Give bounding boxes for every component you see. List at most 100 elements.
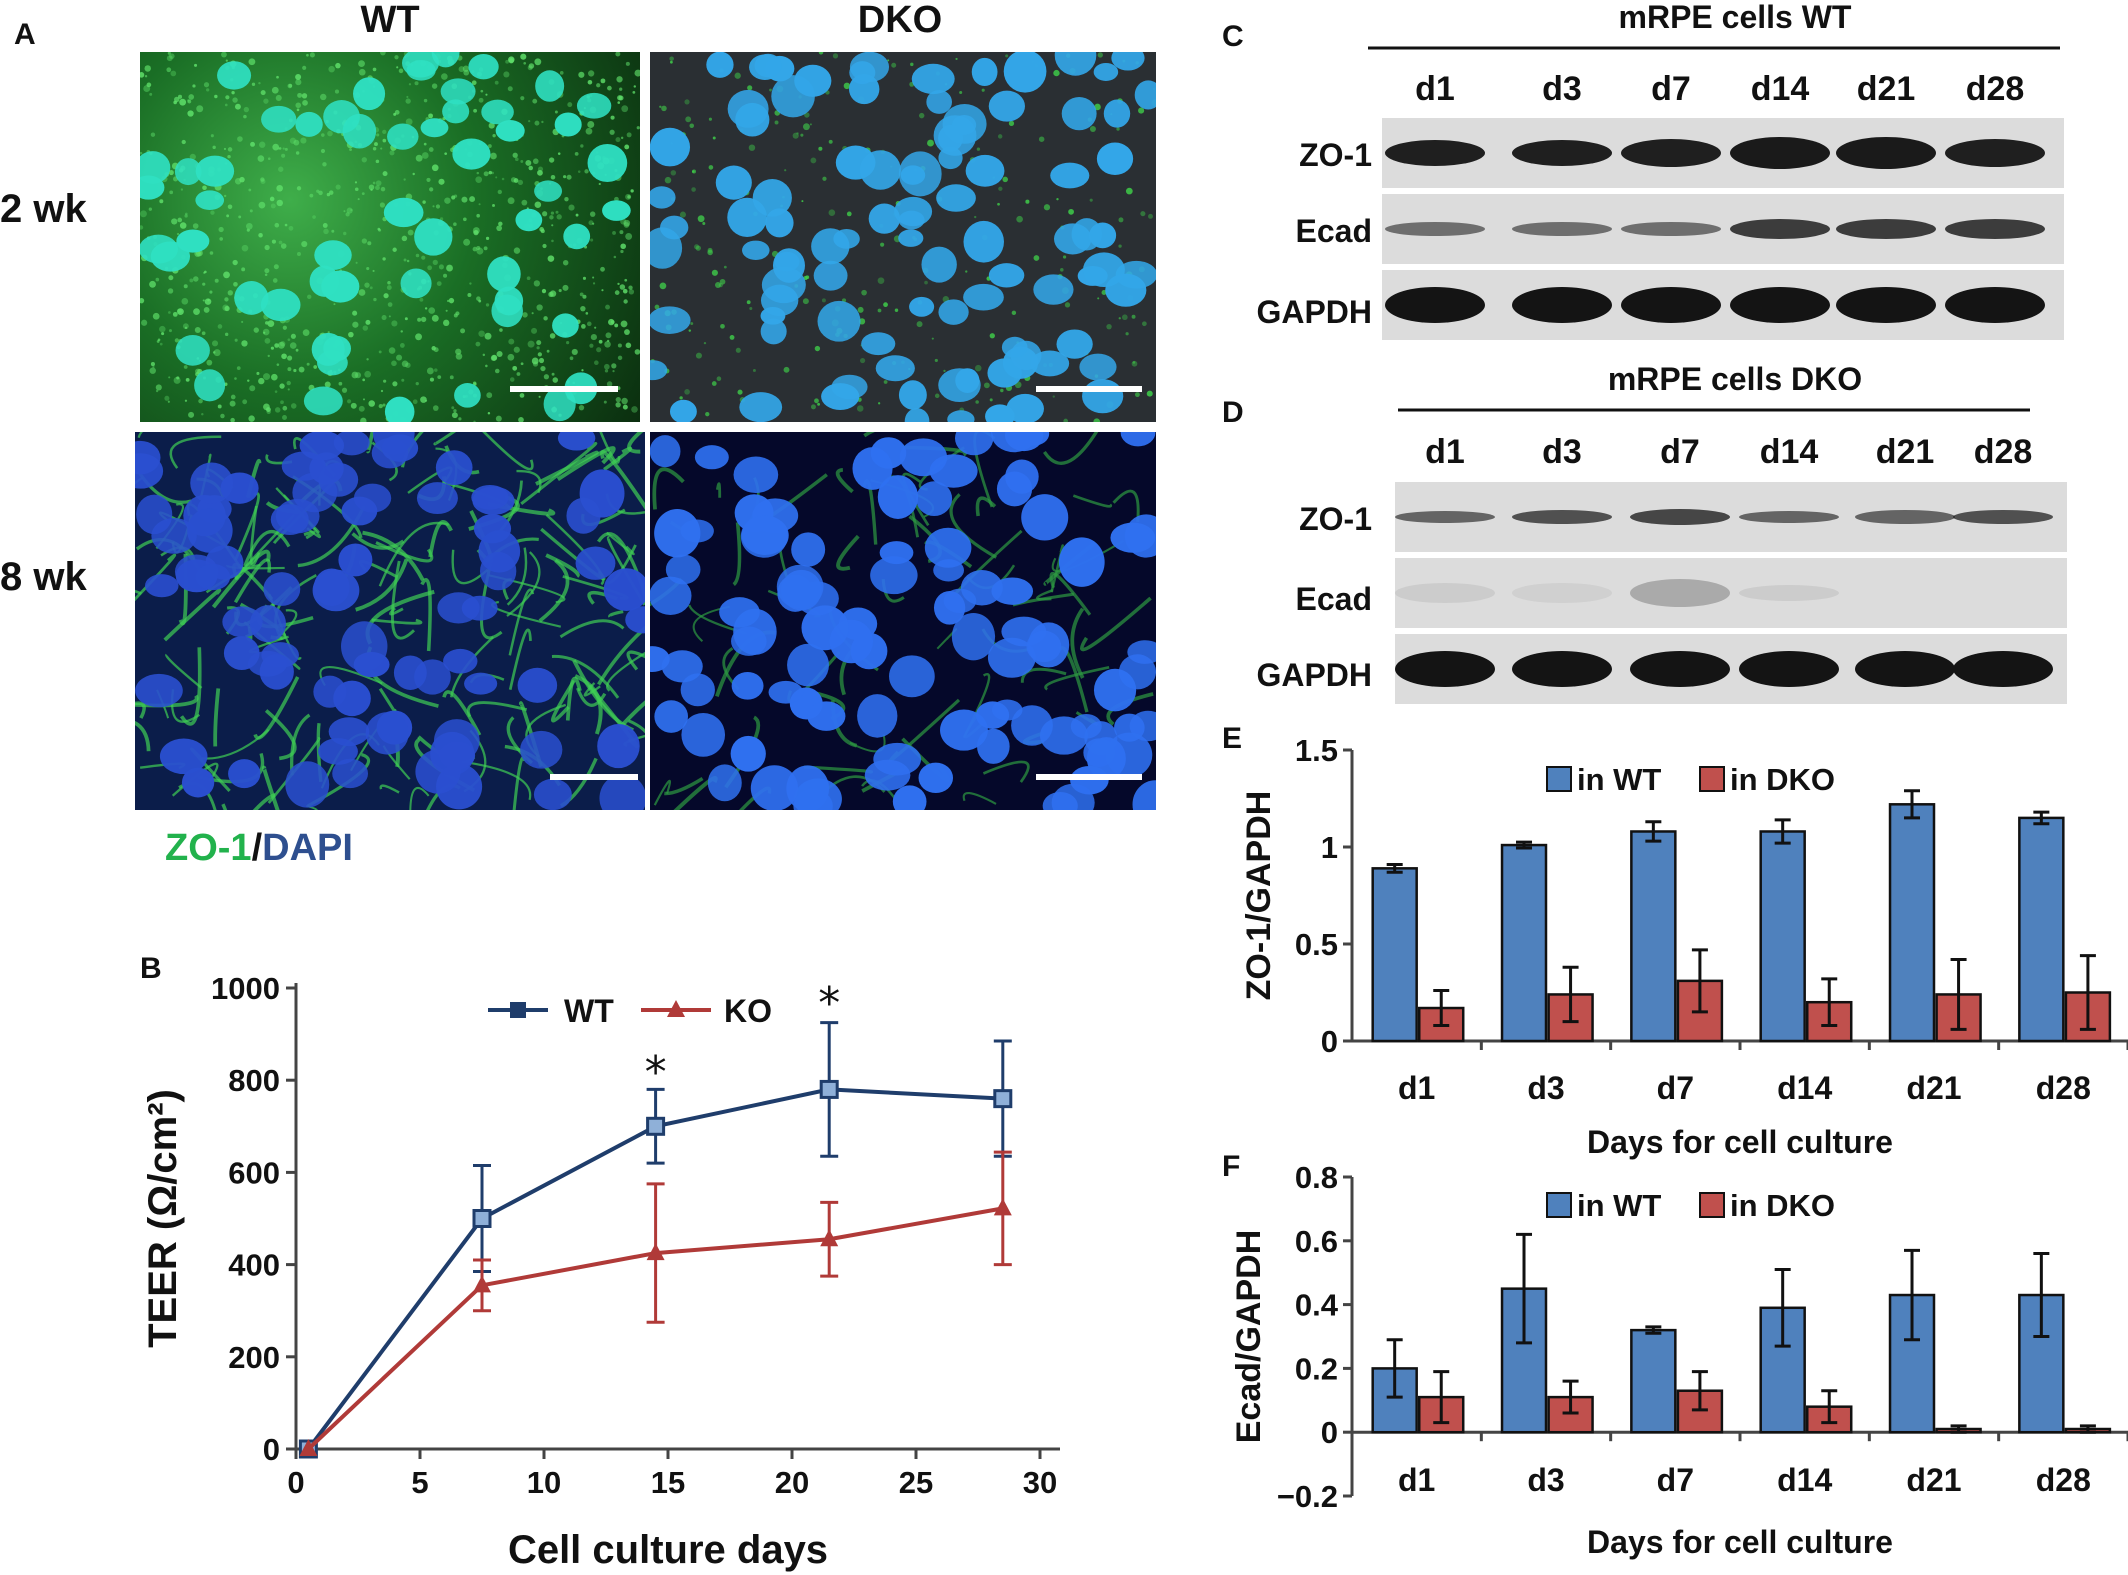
texture-speckle [486,392,493,399]
texture-speckle [352,310,358,316]
texture-speckle [483,246,488,251]
texture-speckle [1008,120,1015,126]
texture-speckle [541,288,547,294]
texture-speckle [149,280,156,288]
texture-speckle [617,95,623,101]
texture-speckle [1064,302,1071,308]
texture-speckle [267,354,270,358]
nucleus [420,118,449,138]
texture-junction [597,625,645,686]
texture-speckle [260,177,265,182]
nucleus [384,396,415,422]
texture-speckle [520,362,524,366]
texture-speckle [625,342,632,349]
texture-speckle [227,147,233,152]
texture-speckle [491,171,494,175]
texture-speckle [694,244,700,250]
texture-speckle [168,376,171,379]
texture-speckle [391,360,397,367]
blot-c-title: mRPE cells WT [1619,0,1852,35]
scale-bar [1036,386,1142,392]
texture-speckle [582,294,587,299]
blot-c-lane-labels: d1 d3 d7 d14 d21 d28 [1415,70,2024,108]
texture-speckle [301,93,308,99]
texture-speckle [1002,176,1008,183]
texture-speckle [214,278,219,283]
texture-speckle [679,396,683,400]
nucleus [535,70,565,102]
nucleus [940,709,988,751]
texture-speckle [415,333,422,341]
texture-speckle [207,298,210,302]
texture-speckle [1033,255,1040,261]
texture-speckle [1011,310,1017,316]
nucleus [650,576,692,615]
texture-speckle [555,210,559,214]
texture-speckle [241,244,249,252]
texture-speckle [271,239,276,244]
texture-speckle [327,130,333,137]
texture-speckle [286,380,291,386]
texture-speckle [144,74,148,78]
nucleus [249,605,287,643]
texture-speckle [810,157,817,164]
texture-speckle [280,243,287,249]
nucleus [517,667,558,703]
stain-label-zo1: ZO-1 [165,827,252,869]
texture-speckle [769,88,772,92]
texture-speckle [432,259,438,266]
texture-speckle [295,102,302,109]
blot-c-row-ecad: Ecad [1296,213,1372,249]
texture-speckle [861,289,867,296]
texture-speckle [478,330,485,337]
nucleus [951,612,996,661]
nucleus [877,475,919,519]
texture-speckle [274,407,281,413]
texture-speckle [372,269,375,273]
texture-speckle [814,398,819,404]
texture-speckle [828,209,836,217]
nucleus [323,100,360,134]
blot-band [1730,219,1830,239]
blot-band [1512,651,1612,687]
texture-speckle [549,290,557,297]
texture-speckle [398,68,404,74]
texture-speckle [540,365,546,372]
texture-speckle [1118,244,1122,248]
texture-speckle [1131,314,1136,319]
texture-speckle [528,63,535,69]
texture-speckle [177,232,180,236]
texture-speckle [446,299,450,303]
texture-speckle [263,98,269,104]
texture-speckle [225,59,228,62]
nucleus [988,90,1025,122]
texture-junction [451,549,489,585]
texture-speckle [822,176,827,181]
nucleus [187,508,233,553]
texture-speckle [605,332,612,339]
texture-speckle [697,215,705,223]
e-bar-in-wt-d21 [1888,803,1936,1043]
texture-speckle [569,356,574,361]
texture-speckle [998,186,1003,191]
texture-speckle [510,177,517,183]
nucleus [921,246,957,283]
nucleus [1079,353,1117,381]
texture-junction [628,719,645,734]
texture-speckle [150,132,156,137]
texture-junction [1070,607,1085,679]
nucleus [1054,52,1097,76]
texture-junction [975,496,997,517]
texture-speckle [368,400,375,407]
texture-speckle [383,293,389,299]
texture-speckle [382,138,387,143]
texture-speckle [405,98,411,104]
texture-speckle [155,384,162,391]
texture-speckle [596,347,602,353]
texture-speckle [230,394,236,400]
b-point-ko [820,1229,839,1247]
texture-speckle [616,76,623,83]
nucleus [680,673,715,707]
texture-speckle [290,333,296,339]
texture-speckle [227,290,234,296]
